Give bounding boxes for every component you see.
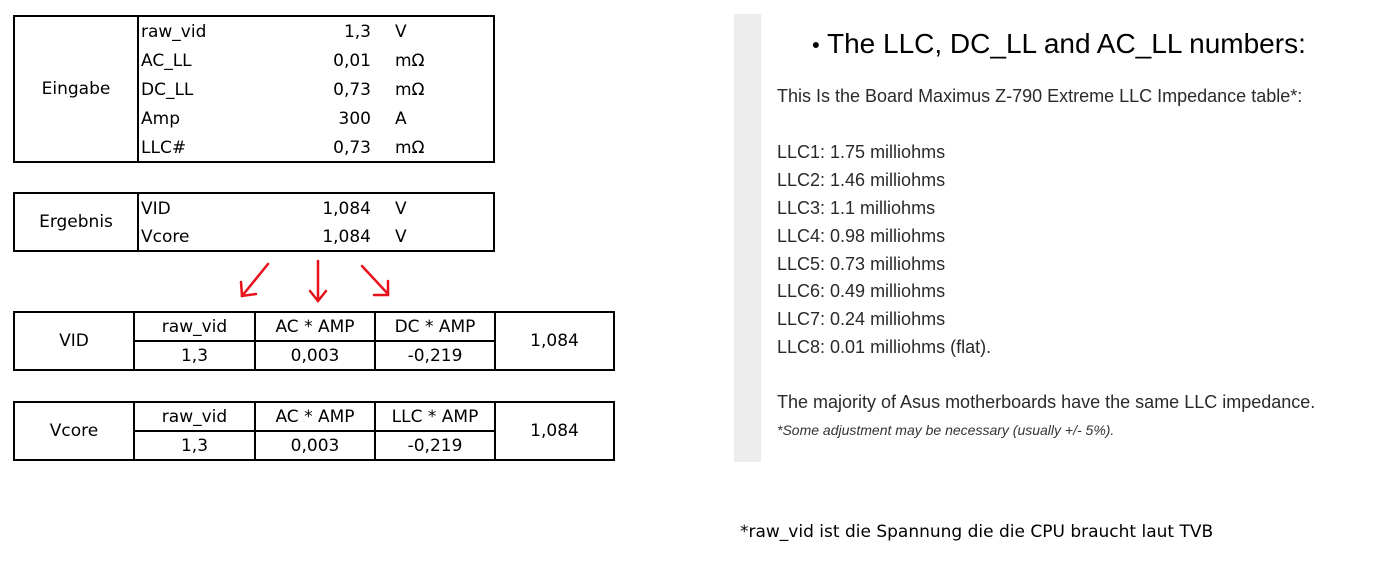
vid-result-cell: 1,084 — [530, 331, 579, 351]
vcore-table-label: Vcore — [15, 403, 135, 459]
input-row-unit: mΩ — [395, 138, 425, 158]
llc-list-item: LLC2: 1.46 milliohms — [777, 170, 946, 190]
vid-value-cell: -0,219 — [376, 342, 496, 369]
llc-list-item: LLC8: 0.01 milliohms (flat). — [777, 337, 992, 357]
result-row-value: 1,084 — [322, 227, 371, 247]
vid-table: VID raw_vid AC * AMP DC * AMP 1,3 0,003 … — [13, 311, 615, 371]
panel-intro: This Is the Board Maximus Z-790 Extreme … — [777, 86, 1303, 106]
input-row-value: 0,01 — [333, 51, 371, 71]
input-table: Eingabe raw_vid 1,3 V AC_LL 0,01 mΩ DC_L… — [13, 15, 495, 163]
vcore-table: Vcore raw_vid AC * AMP LLC * AMP 1,3 0,0… — [13, 401, 615, 461]
vid-label-text: VID — [59, 331, 89, 351]
vcore-header-cell: AC * AMP — [256, 403, 376, 432]
llc-list-item: LLC1: 1.75 milliohms — [777, 142, 946, 162]
panel-majority-note: The majority of Asus motherboards have t… — [777, 392, 1316, 412]
vcore-header-cell: LLC * AMP — [376, 403, 496, 432]
vid-header-cell: DC * AMP — [376, 313, 496, 342]
quote-bar — [734, 14, 761, 462]
vcore-header-cell: raw_vid — [135, 403, 256, 432]
vcore-result-cell: 1,084 — [530, 421, 579, 441]
input-row-unit: V — [395, 22, 407, 42]
llc-list-item: LLC5: 0.73 milliohms — [777, 254, 946, 274]
footnote: *raw_vid ist die Spannung die die CPU br… — [740, 522, 1214, 542]
result-row-name: VID — [141, 199, 171, 219]
llc-info-panel: • The LLC, DC_LL and AC_LL numbers: This… — [734, 14, 1384, 462]
result-table-label: Ergebnis — [15, 194, 139, 250]
result-row-value: 1,084 — [322, 199, 371, 219]
vcore-label-text: Vcore — [49, 421, 99, 441]
vid-value-cell: 1,3 — [135, 342, 256, 369]
panel-title: • The LLC, DC_LL and AC_LL numbers: — [812, 28, 1306, 60]
input-row-value: 0,73 — [333, 80, 371, 100]
vcore-value-cell: 1,3 — [135, 432, 256, 459]
input-label-text: Eingabe — [41, 79, 111, 99]
arrow-down-left-icon — [239, 262, 270, 298]
arrow-down-right-icon — [360, 264, 390, 297]
input-row: AC_LL 0,01 mΩ — [137, 47, 493, 76]
input-row-value: 1,3 — [343, 22, 371, 42]
llc-list-item: LLC6: 0.49 milliohms — [777, 281, 946, 301]
vid-value-cell: 0,003 — [256, 342, 376, 369]
vcore-value-cell: 0,003 — [256, 432, 376, 459]
panel-adjustment-note: *Some adjustment may be necessary (usual… — [777, 422, 1115, 438]
input-row-unit: A — [395, 109, 407, 129]
vid-header-cell: raw_vid — [135, 313, 256, 342]
vid-table-label: VID — [15, 313, 135, 369]
input-row: raw_vid 1,3 V — [137, 18, 493, 47]
input-row-unit: mΩ — [395, 80, 425, 100]
result-row-name: Vcore — [141, 227, 190, 247]
result-row-unit: V — [395, 227, 407, 247]
result-label-text: Ergebnis — [39, 212, 113, 232]
vcore-value-cell: -0,219 — [376, 432, 496, 459]
llc-list-item: LLC4: 0.98 milliohms — [777, 226, 946, 246]
arrows-group — [239, 259, 390, 304]
input-row-unit: mΩ — [395, 51, 425, 71]
input-row-name: LLC# — [141, 138, 187, 158]
result-row-unit: V — [395, 199, 407, 219]
input-row-name: AC_LL — [141, 51, 192, 71]
input-row-name: raw_vid — [141, 22, 207, 42]
result-row: Vcore 1,084 V — [137, 223, 493, 252]
input-row: Amp 300 A — [137, 105, 493, 134]
result-row: VID 1,084 V — [137, 195, 493, 224]
vid-header-cell: AC * AMP — [256, 313, 376, 342]
bullet-icon: • — [812, 32, 820, 58]
input-row-name: DC_LL — [141, 80, 194, 100]
llc-list-item: LLC7: 0.24 milliohms — [777, 309, 946, 329]
panel-title-text: The LLC, DC_LL and AC_LL numbers: — [826, 28, 1306, 59]
result-table: Ergebnis VID 1,084 V Vcore 1,084 V — [13, 192, 495, 252]
input-row-name: Amp — [141, 109, 180, 129]
llc-list-item: LLC3: 1.1 milliohms — [777, 198, 936, 218]
input-row-value: 300 — [338, 109, 371, 129]
input-row-value: 0,73 — [333, 138, 371, 158]
arrow-down-icon — [308, 259, 328, 304]
input-row: DC_LL 0,73 mΩ — [137, 76, 493, 105]
input-table-label: Eingabe — [15, 17, 139, 161]
input-row: LLC# 0,73 mΩ — [137, 134, 493, 163]
